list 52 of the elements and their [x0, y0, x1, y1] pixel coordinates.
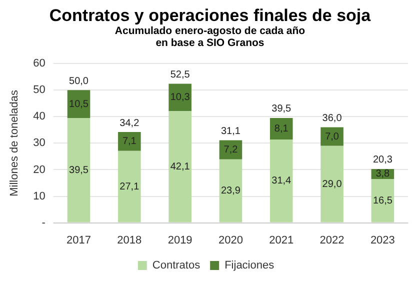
data-label: 39,5	[69, 164, 89, 176]
y-tick-label: 50	[33, 84, 46, 96]
x-tick-label: 2017	[66, 234, 92, 246]
bar	[118, 132, 141, 151]
data-label: 8,1	[274, 123, 289, 134]
bar	[371, 179, 394, 222]
y-tick-label: -	[42, 216, 46, 229]
x-tick-label: 2020	[218, 234, 243, 246]
data-label: 10,5	[69, 98, 89, 110]
text: en base a SIO Granos	[156, 37, 264, 49]
data-label: 27,1	[120, 181, 140, 192]
total-label: 31,1	[220, 126, 241, 138]
bar	[118, 150, 141, 222]
data-label: 10,3	[170, 92, 190, 104]
data-label: 7,1	[122, 136, 137, 148]
legend-label: Fijaciones	[224, 260, 275, 272]
total-label: 34,2	[120, 118, 140, 129]
data-label: 42,1	[170, 161, 190, 172]
total-label: 36,0	[322, 113, 342, 124]
data-label: 29,0	[322, 178, 342, 190]
y-tick-label: 60	[33, 58, 46, 70]
data-label: 23,9	[220, 186, 241, 197]
bar	[67, 118, 90, 222]
total-label: 50,0	[69, 76, 89, 87]
x-tick-label: 2022	[320, 234, 344, 246]
total-label: 39,5	[272, 104, 292, 115]
x-tick-label: 2019	[168, 234, 192, 246]
bar	[219, 159, 242, 222]
bar	[219, 140, 242, 160]
text: Acumulado enero-agosto de cada año	[114, 25, 306, 37]
x-tick-label: 2023	[370, 234, 395, 246]
data-label: 7,0	[325, 131, 340, 142]
bar	[168, 111, 192, 222]
data-label: 3,8	[376, 168, 390, 180]
bar	[270, 118, 293, 140]
x-tick-label: 2018	[117, 234, 142, 246]
bar	[320, 146, 344, 222]
y-tick-label: 30	[33, 137, 46, 150]
bar	[270, 139, 293, 222]
total-label: 20,3	[372, 154, 393, 166]
y-tick-label: 20	[33, 164, 46, 176]
y-axis-title: Millones de toneladas	[8, 90, 21, 196]
chart-title: Contratos y operaciones finales de soja	[48, 6, 372, 25]
data-label: 16,5	[372, 195, 393, 206]
bar	[320, 127, 344, 146]
y-tick-label: 40	[33, 110, 46, 123]
data-label: 31,4	[272, 176, 292, 187]
total-label: 52,5	[170, 70, 190, 81]
legend-label: Contratos	[152, 260, 201, 272]
y-tick-label: 10	[33, 190, 46, 202]
data-label: 7,2	[224, 144, 238, 156]
x-tick-label: 2021	[269, 234, 294, 246]
